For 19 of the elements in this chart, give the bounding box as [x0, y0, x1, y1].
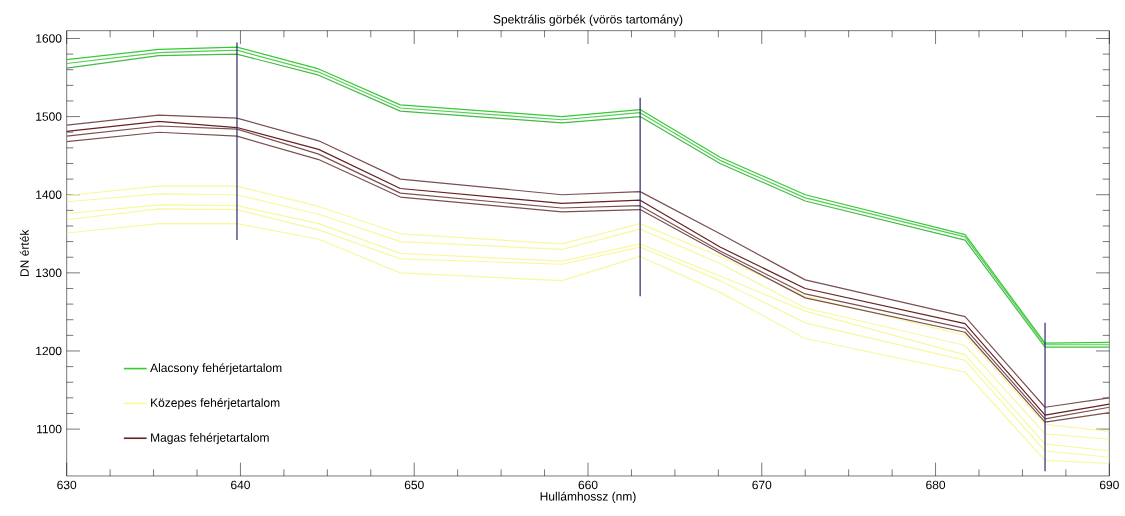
- y-tick-label: 1200: [36, 346, 62, 356]
- x-tick-label: 650: [404, 480, 424, 490]
- x-tick-label: 660: [578, 480, 598, 490]
- legend-label: Magas fehérjetartalom: [151, 432, 269, 445]
- x-tick-label: 640: [231, 480, 250, 490]
- x-tick-label: 670: [752, 480, 772, 490]
- y-axis-title: DN érték: [19, 229, 29, 277]
- x-tick-label: 630: [57, 480, 77, 490]
- y-tick-label: 1600: [36, 34, 62, 43]
- y-tick-label: 1500: [36, 112, 62, 121]
- legend-label: Alacsony fehérjetartalom: [150, 363, 282, 375]
- legend-label: Közepes fehérjetartalom: [151, 397, 280, 410]
- y-tick-label: 1300: [36, 268, 62, 278]
- y-tick-label: 1100: [37, 424, 62, 434]
- chart-title: Spektrális görbék (vörös tartomány): [493, 14, 683, 26]
- y-tick-label: 1400: [36, 190, 62, 199]
- x-axis-title: Hullámhossz (nm): [540, 491, 636, 503]
- x-tick-label: 690: [1099, 480, 1119, 490]
- x-tick-label: 680: [926, 480, 946, 490]
